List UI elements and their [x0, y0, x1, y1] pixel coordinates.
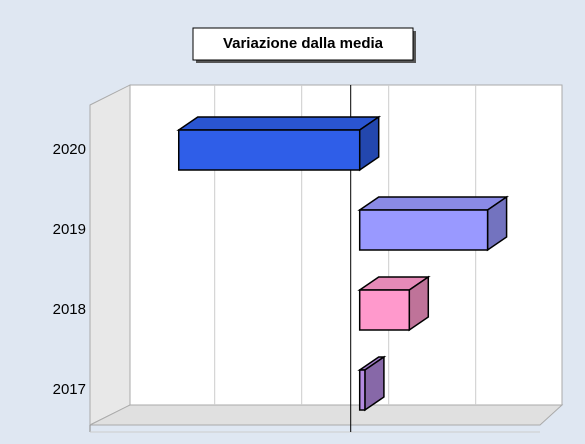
- bar: [358, 289, 411, 331]
- floor: [89, 404, 564, 426]
- title-box: [192, 27, 414, 61]
- left-wall: [89, 84, 131, 426]
- y-tick-label: 2017: [53, 381, 86, 398]
- bar: [358, 369, 366, 411]
- bar-top: [357, 196, 510, 211]
- bar: [177, 129, 361, 171]
- bar: [358, 209, 489, 251]
- y-tick-label: 2018: [53, 301, 86, 318]
- y-tick-label: 2019: [53, 221, 86, 238]
- y-tick-label: 2020: [53, 141, 86, 158]
- chart-title: Variazione dalla media: [223, 35, 384, 52]
- bar-top: [176, 116, 382, 131]
